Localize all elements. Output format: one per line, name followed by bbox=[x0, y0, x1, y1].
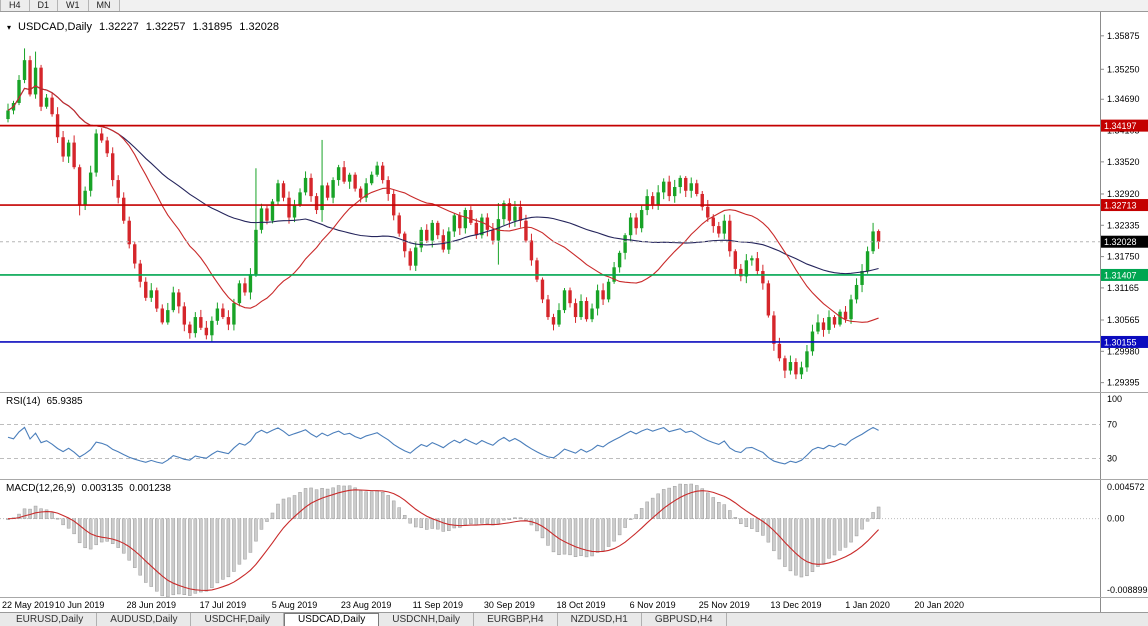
chart-tab-usdcad-active[interactable]: USDCAD,Daily bbox=[284, 613, 380, 626]
price-tick-label: 1.31750 bbox=[1107, 252, 1140, 262]
price-tag bbox=[1101, 268, 1148, 281]
time-axis[interactable]: 22 May 2019 10 Jun 2019 28 Jun 2019 17 Jul … bbox=[0, 598, 1148, 612]
panel-separator bbox=[0, 479, 1148, 480]
chart-tab-eurgbp[interactable]: EURGBP,H4 bbox=[474, 613, 558, 626]
svg-text:1.31407: 1.31407 bbox=[1104, 270, 1137, 280]
date-label: 23 Aug 2019 bbox=[341, 600, 392, 610]
macd-signal-value: 0.001238 bbox=[129, 483, 171, 494]
svg-text:70: 70 bbox=[1107, 420, 1117, 430]
date-label: 5 Aug 2019 bbox=[272, 600, 318, 610]
svg-text:30: 30 bbox=[1107, 454, 1117, 464]
timeframe-h4-button[interactable]: H4 bbox=[0, 0, 30, 11]
chart-symbol-label: USDCAD,Daily bbox=[18, 21, 92, 33]
svg-text:-0.008899: -0.008899 bbox=[1107, 585, 1148, 595]
date-label: 10 Jun 2019 bbox=[55, 600, 105, 610]
date-label: 6 Nov 2019 bbox=[630, 600, 676, 610]
price-tick-label: 1.35875 bbox=[1107, 31, 1140, 41]
price-tick-label: 1.35250 bbox=[1107, 64, 1140, 74]
panel-separator bbox=[0, 392, 1148, 393]
timeframe-toolbar: H4 D1 W1 MN bbox=[0, 0, 1148, 12]
price-chart-canvas[interactable]: 1.358751.352501.346901.341051.335201.329… bbox=[0, 12, 1148, 392]
rsi-indicator-panel[interactable]: 100 70 30 RSI(14) 65.9385 bbox=[0, 393, 1148, 479]
price-tick-label: 1.31165 bbox=[1107, 283, 1139, 293]
macd-name: MACD(12,26,9) bbox=[6, 483, 76, 494]
svg-text:1.32028: 1.32028 bbox=[1104, 237, 1137, 247]
price-tag bbox=[1101, 235, 1148, 248]
ohlc-open-value: 1.32227 bbox=[98, 21, 139, 33]
rsi-canvas[interactable]: 100 70 30 bbox=[0, 393, 1148, 479]
svg-text:1.30155: 1.30155 bbox=[1104, 337, 1137, 347]
price-tick-label: 1.30565 bbox=[1107, 315, 1140, 325]
rsi-label: RSI(14) 65.9385 bbox=[6, 396, 83, 407]
price-chart-panel[interactable]: 1.358751.352501.346901.341051.335201.329… bbox=[0, 12, 1148, 392]
svg-text:1.34197: 1.34197 bbox=[1104, 121, 1137, 131]
svg-text:100: 100 bbox=[1107, 394, 1122, 404]
chart-tab-usdcnh[interactable]: USDCNH,Daily bbox=[379, 613, 475, 626]
price-tick-label: 1.32335 bbox=[1107, 220, 1140, 230]
macd-histogram bbox=[6, 483, 881, 597]
chart-tab-gbpusd[interactable]: GBPUSD,H4 bbox=[642, 613, 727, 626]
chart-tab-nzdusd[interactable]: NZDUSD,H1 bbox=[558, 613, 642, 626]
ohlc-low-value: 1.31895 bbox=[192, 21, 233, 33]
ohlc-high-value: 1.32257 bbox=[145, 21, 186, 33]
chart-tab-eurusd[interactable]: EURUSD,Daily bbox=[3, 613, 98, 626]
macd-main-value: 0.003135 bbox=[81, 483, 124, 494]
timeframe-mn-button[interactable]: MN bbox=[88, 0, 120, 11]
price-tick-label: 1.32920 bbox=[1107, 189, 1140, 199]
ma-fast-line bbox=[7, 85, 879, 323]
date-label: 1 Jan 2020 bbox=[845, 600, 890, 610]
candles-layer bbox=[6, 48, 881, 380]
chart-title: ▾ USDCAD,Daily 1.32227 1.32257 1.31895 1… bbox=[7, 21, 279, 33]
chart-tab-bar: EURUSD,Daily AUDUSD,Daily USDCHF,Daily U… bbox=[0, 612, 1148, 626]
date-label: 30 Sep 2019 bbox=[484, 600, 535, 610]
chart-tab-usdchf[interactable]: USDCHF,Daily bbox=[191, 613, 285, 626]
ohlc-close-value: 1.32028 bbox=[239, 21, 280, 33]
rsi-line bbox=[7, 426, 879, 465]
svg-text:0.004572: 0.004572 bbox=[1107, 482, 1145, 492]
timeframe-d1-button[interactable]: D1 bbox=[29, 0, 59, 11]
panel-separator bbox=[0, 597, 1148, 598]
date-label: 11 Sep 2019 bbox=[413, 600, 463, 610]
date-label: 25 Nov 2019 bbox=[699, 600, 750, 610]
symbol-marker-icon: ▾ bbox=[7, 22, 12, 32]
rsi-value: 65.9385 bbox=[46, 396, 83, 407]
ma-slow-line bbox=[7, 85, 879, 275]
date-label: 17 Jul 2019 bbox=[200, 600, 247, 610]
price-tag bbox=[1101, 199, 1148, 212]
date-label: 13 Dec 2019 bbox=[770, 600, 821, 610]
svg-text:0.00: 0.00 bbox=[1107, 514, 1125, 524]
macd-signal-line bbox=[7, 489, 879, 591]
date-label: 18 Oct 2019 bbox=[557, 600, 606, 610]
price-tag bbox=[1101, 119, 1148, 132]
price-tick-label: 1.34690 bbox=[1107, 94, 1140, 104]
macd-canvas[interactable]: 0.004572 0.00 -0.008899 bbox=[0, 480, 1148, 597]
date-label: 28 Jun 2019 bbox=[126, 600, 176, 610]
chart-tab-audusd[interactable]: AUDUSD,Daily bbox=[97, 613, 192, 626]
time-axis-canvas: 22 May 2019 10 Jun 2019 28 Jun 2019 17 Jul … bbox=[2, 598, 1101, 612]
rsi-name: RSI(14) bbox=[6, 396, 41, 407]
price-tick-label: 1.29395 bbox=[1107, 378, 1140, 388]
macd-label: MACD(12,26,9) 0.003135 0.001238 bbox=[6, 483, 171, 494]
price-tick-label: 1.29980 bbox=[1107, 346, 1140, 356]
timeframe-w1-button[interactable]: W1 bbox=[58, 0, 89, 11]
date-label: 20 Jan 2020 bbox=[914, 600, 964, 610]
date-label: 22 May 2019 bbox=[2, 600, 54, 610]
macd-indicator-panel[interactable]: 0.004572 0.00 -0.008899 MACD(12,26,9) 0.00… bbox=[0, 480, 1148, 597]
svg-text:1.32713: 1.32713 bbox=[1104, 201, 1137, 211]
price-tick-label: 1.33520 bbox=[1107, 157, 1140, 167]
price-tag bbox=[1101, 335, 1148, 348]
